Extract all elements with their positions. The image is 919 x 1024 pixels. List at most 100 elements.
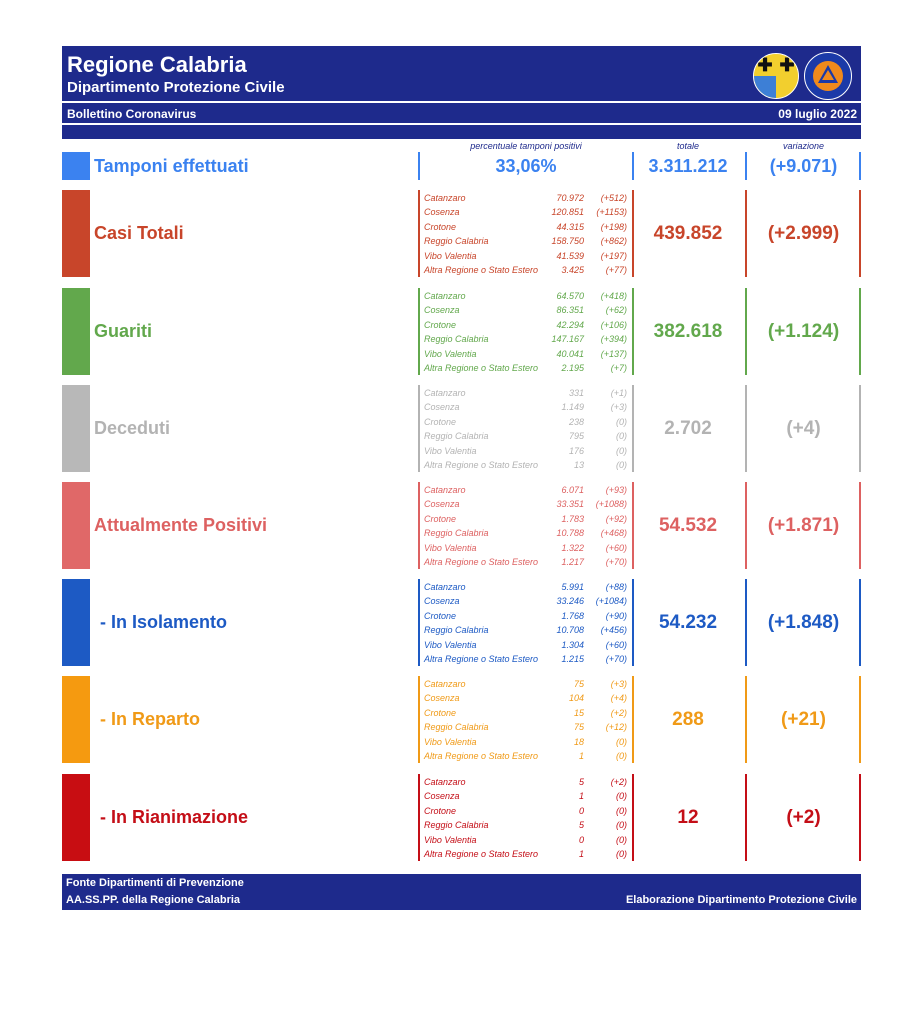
footer-banner: Fonte Dipartimenti di Prevenzione AA.SS.… [62, 874, 861, 910]
section-swatch [62, 288, 90, 375]
province-value: 2.195 [561, 362, 584, 373]
province-value: 1.768 [561, 610, 584, 621]
section-divider [745, 579, 747, 666]
footer-elaboration: Elaborazione Dipartimento Protezione Civ… [625, 894, 857, 906]
province-name: Cosenza [424, 693, 460, 704]
province-delta: (0) [616, 431, 627, 442]
province-row: Vibo Valentia 18 (0) [421, 735, 631, 749]
province-row: Catanzaro 5.991 (+88) [421, 580, 631, 594]
province-name: Reggio Calabria [424, 431, 489, 442]
section-row: - In Rianimazione Catanzaro 5 (+2) Cosenza 1 (… [62, 774, 862, 861]
province-name: Crotone [424, 805, 457, 816]
province-row: Vibo Valentia 41.539 (+197) [421, 249, 631, 263]
province-delta: (+198) [600, 221, 627, 232]
section-row: Guariti Catanzaro 64.570 (+418) Cosenza 86.35… [62, 288, 862, 375]
province-value: 15 [573, 707, 584, 718]
province-delta: (0) [616, 805, 627, 816]
province-name: Catanzaro [424, 777, 466, 787]
province-delta: (+70) [605, 556, 627, 567]
province-value: 10.708 [556, 625, 584, 636]
province-value: 5 [578, 777, 584, 787]
province-value: 44.315 [556, 221, 584, 232]
province-delta: (+106) [600, 319, 627, 330]
section-divider [745, 385, 747, 472]
province-value: 1.215 [561, 653, 584, 664]
section-divider [859, 288, 861, 375]
section-swatch [62, 579, 90, 666]
province-delta: (+2) [610, 777, 627, 787]
province-row: Crotone 238 (0) [421, 415, 631, 429]
province-list: Catanzaro 5 (+2) Cosenza 1 (0) Crotone 0 (0) Regg… [421, 775, 631, 861]
province-name: Catanzaro [424, 679, 466, 689]
province-name: Crotone [424, 513, 457, 524]
province-value: 6.071 [561, 485, 584, 495]
province-value: 238 [568, 416, 584, 427]
province-row: Altra Regione o Stato Estero 1.215 (+70) [421, 652, 631, 666]
section-label: Casi Totali [94, 223, 184, 243]
province-value: 0 [578, 834, 584, 845]
province-delta: (+1153) [596, 207, 627, 218]
tamponi-row: Tamponi effettuati 33,06% 3.311.212 (+9.… [62, 152, 862, 182]
section-row: Casi Totali Catanzaro 70.972 (+512) Cosenza 1… [62, 190, 862, 277]
section-divider [745, 482, 747, 569]
section-divider [632, 385, 634, 472]
province-row: Reggio Calabria 10.708 (+456) [421, 623, 631, 637]
province-name: Crotone [424, 610, 457, 621]
province-row: Reggio Calabria 147.167 (+394) [421, 332, 631, 346]
province-value: 147.167 [551, 334, 584, 345]
province-row: Altra Regione o Stato Estero 13 (0) [421, 458, 631, 472]
province-delta: (+468) [600, 528, 627, 539]
province-name: Cosenza [424, 402, 460, 413]
section-divider [632, 482, 634, 569]
section-total: 12 [677, 807, 699, 828]
province-row: Crotone 44.315 (+198) [421, 220, 631, 234]
province-list: Catanzaro 64.570 (+418) Cosenza 86.351 (+62) C… [421, 289, 631, 375]
section-divider [745, 190, 747, 277]
province-delta: (0) [616, 445, 627, 456]
province-delta: (+88) [605, 582, 627, 592]
section-divider [745, 676, 747, 763]
section-divider [859, 774, 861, 861]
tamponi-label: Tamponi effettuati [94, 156, 249, 176]
province-name: Catanzaro [424, 582, 466, 592]
province-row: Altra Regione o Stato Estero 2.195 (+7) [421, 361, 631, 375]
section-swatch [62, 676, 90, 763]
province-name: Crotone [424, 221, 457, 232]
section-label: Attualmente Positivi [94, 515, 268, 535]
province-row: Cosenza 120.851 (+1153) [421, 205, 631, 219]
province-delta: (+92) [605, 513, 627, 524]
section-total: 439.852 [653, 223, 723, 244]
province-delta: (+862) [600, 236, 627, 247]
province-name: Catanzaro [424, 388, 466, 398]
section-divider [418, 288, 420, 375]
province-row: Crotone 1.768 (+90) [421, 609, 631, 623]
province-name: Cosenza [424, 305, 460, 316]
tamponi-divider-end [859, 152, 861, 180]
province-delta: (+77) [605, 264, 627, 275]
section-divider [418, 385, 420, 472]
province-delta: (+512) [600, 193, 627, 203]
section-row: Deceduti Catanzaro 331 (+1) Cosenza 1.149 (+3)… [62, 385, 862, 472]
province-name: Altra Regione o Stato Estero [424, 264, 539, 275]
province-value: 75 [573, 679, 584, 689]
province-delta: (+137) [600, 348, 627, 359]
province-delta: (0) [616, 791, 627, 802]
province-value: 1.783 [561, 513, 584, 524]
province-value: 1.304 [561, 639, 584, 650]
section-total: 54.232 [658, 612, 718, 633]
footer-source-line1: Fonte Dipartimenti di Prevenzione [66, 877, 244, 889]
province-list: Catanzaro 5.991 (+88) Cosenza 33.246 (+1084) C… [421, 580, 631, 666]
province-delta: (+90) [605, 610, 627, 621]
province-name: Cosenza [424, 596, 460, 607]
province-name: Altra Regione o Stato Estero [424, 362, 539, 373]
province-delta: (+7) [610, 362, 627, 373]
province-delta: (+60) [605, 542, 627, 553]
province-value: 13 [573, 459, 584, 470]
province-value: 75 [573, 722, 584, 733]
section-divider [418, 190, 420, 277]
province-row: Cosenza 104 (+4) [421, 691, 631, 705]
province-delta: (+2) [610, 707, 627, 718]
province-name: Cosenza [424, 499, 460, 510]
section-swatch [62, 385, 90, 472]
province-name: Vibo Valentia [424, 348, 477, 359]
